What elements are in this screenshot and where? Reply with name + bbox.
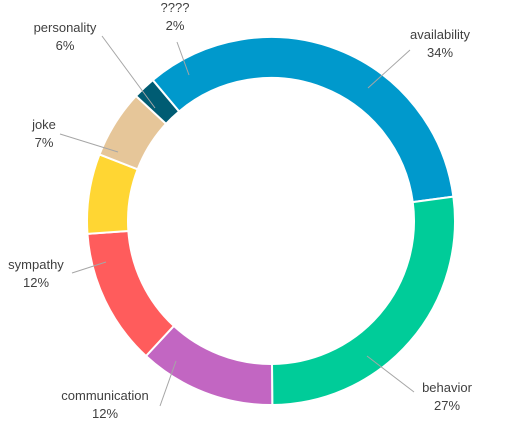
slice-unknown <box>134 78 181 126</box>
leader-lines <box>59 35 415 407</box>
slice-percent-label: 2% <box>166 18 185 33</box>
slice-sympathy <box>86 229 176 358</box>
slice-percent-label: 27% <box>434 398 460 413</box>
slice-category-label: personality <box>34 20 97 35</box>
donut-slices <box>86 36 456 407</box>
leader-line <box>159 360 177 407</box>
slice-labels: availability 34% behavior 27% communication 1… <box>8 0 472 421</box>
leader-line <box>59 133 119 153</box>
leader-line <box>101 35 156 109</box>
slice-category-label: availability <box>410 27 470 42</box>
slice-category-label: behavior <box>422 380 473 395</box>
leader-line <box>71 261 107 274</box>
slice-category-label: joke <box>31 117 56 132</box>
slice-percent-label: 34% <box>427 45 453 60</box>
slice-percent-label: 7% <box>35 135 54 150</box>
slice-behavior <box>270 195 456 407</box>
leader-line <box>366 355 415 393</box>
leader-line <box>367 49 411 89</box>
slice-category-label: communication <box>61 388 148 403</box>
leader-line <box>176 41 190 76</box>
slice-percent-label: 6% <box>56 38 75 53</box>
slice-category-label: sympathy <box>8 257 64 272</box>
slice-availability <box>151 36 455 204</box>
slice-percent-label: 12% <box>92 406 118 421</box>
slice-category-label: ???? <box>161 0 190 15</box>
slice-percent-label: 12% <box>23 275 49 290</box>
